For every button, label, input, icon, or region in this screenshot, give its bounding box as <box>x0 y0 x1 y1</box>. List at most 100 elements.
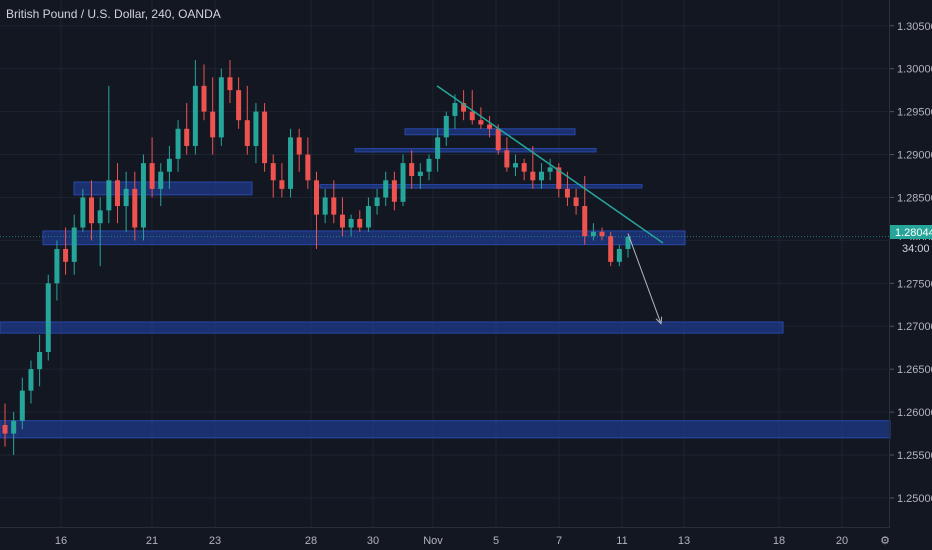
price-tick-label: 1.30500 <box>897 21 932 33</box>
candle-body <box>530 171 536 181</box>
candle-body <box>417 171 423 176</box>
price-tick-label: 1.27500 <box>897 278 932 290</box>
candle-body <box>132 188 138 228</box>
price-axis[interactable]: 1.30500 1.30000 1.29500 1.29000 1.28500 1.280… <box>890 21 932 505</box>
price-tick-label: 1.29000 <box>897 150 932 162</box>
projection-arrow-head <box>655 316 663 325</box>
candle-body <box>556 167 562 189</box>
candle-body <box>71 227 77 262</box>
candle-body <box>80 197 86 228</box>
countdown-label: 34:00 <box>902 243 930 255</box>
time-tick-label: 21 <box>146 535 158 547</box>
candle-body <box>244 120 250 146</box>
candle-body <box>201 85 207 112</box>
candle-body <box>391 180 397 202</box>
price-tick-label: 1.26500 <box>897 364 932 376</box>
candle-body <box>331 197 337 215</box>
candle-body <box>236 90 242 121</box>
candle-body <box>409 163 415 176</box>
candle-body <box>452 103 458 116</box>
candle-body <box>547 167 553 172</box>
candle-body <box>279 180 285 189</box>
candle-body <box>400 163 406 202</box>
candle-body <box>599 231 605 237</box>
price-zone <box>0 321 784 334</box>
candle-body <box>140 163 146 228</box>
candle-body <box>89 197 95 224</box>
candle-body <box>37 352 43 370</box>
time-axis-gear-icon[interactable]: ⚙ <box>880 535 890 547</box>
price-badge-box <box>890 225 932 239</box>
time-axis[interactable]: 16 21 23 28 30 Nov 5 7 11 13 18 20 ⚙ <box>55 535 890 547</box>
candle-body <box>270 163 276 181</box>
price-zone <box>319 184 643 189</box>
candle-body <box>426 158 432 172</box>
candle-body <box>114 180 120 207</box>
candle-body <box>573 197 579 207</box>
current-price-badge: 1.28044 34:00 <box>890 225 932 255</box>
chart-title: British Pound / U.S. Dollar, 240, OANDA <box>6 7 221 21</box>
candle-body <box>63 248 69 262</box>
price-zone <box>42 230 686 246</box>
price-tick-label: 1.27000 <box>897 321 932 333</box>
price-tick-label: 1.30000 <box>897 64 932 76</box>
price-tick-label: 1.28500 <box>897 192 932 204</box>
candle-body <box>443 115 449 138</box>
candle-body <box>495 128 501 151</box>
time-tick-label: 30 <box>367 535 379 547</box>
candle-body <box>487 124 493 129</box>
time-tick-label: 16 <box>55 535 67 547</box>
projection-arrow-line[interactable] <box>627 233 662 324</box>
price-tick-label: 1.25000 <box>897 493 932 505</box>
candle-body <box>149 163 155 189</box>
candle-body <box>253 111 259 146</box>
candle-body <box>54 248 60 284</box>
time-tick-label: 23 <box>209 535 221 547</box>
candle-body <box>608 236 614 262</box>
candle-body <box>582 206 588 237</box>
price-zone <box>354 148 597 153</box>
current-price-label: 1.28044 <box>895 227 932 239</box>
candle-body <box>521 163 527 172</box>
time-tick-label: 20 <box>836 535 848 547</box>
candle-body <box>175 128 181 159</box>
trendline[interactable] <box>436 85 664 244</box>
price-tick-label: 1.25500 <box>897 450 932 462</box>
candle-body <box>374 197 380 207</box>
candle-body <box>616 248 622 262</box>
candle-body <box>19 390 25 421</box>
time-tick-label: 11 <box>616 535 627 547</box>
candle-body <box>478 120 484 125</box>
candle-body <box>192 85 198 146</box>
candle-body <box>218 77 224 138</box>
candle-body <box>435 137 441 159</box>
candlesticks <box>2 60 631 456</box>
price-zone <box>0 420 891 439</box>
candle-body <box>210 111 216 138</box>
candle-body <box>314 180 319 215</box>
candle-body <box>305 154 311 181</box>
drawings <box>0 85 889 325</box>
time-tick-label: 13 <box>678 535 690 547</box>
candle-body <box>469 111 475 121</box>
time-tick-label: 7 <box>556 535 562 547</box>
candle-body <box>123 188 129 207</box>
candle-body <box>461 103 467 112</box>
candle-body <box>322 197 328 215</box>
candle-body <box>11 420 17 434</box>
candle-body <box>28 369 34 391</box>
candle-body <box>184 128 190 146</box>
candle-body <box>590 231 596 237</box>
candle-body <box>513 163 519 168</box>
candle-body <box>357 218 363 228</box>
candle-body <box>262 111 268 164</box>
time-tick-label: 18 <box>773 535 785 547</box>
candle-body <box>625 236 631 249</box>
price-tick-label: 1.29500 <box>897 107 932 119</box>
candle-body <box>166 158 172 172</box>
countdown-badge-box <box>890 240 932 255</box>
candle-body <box>365 206 371 228</box>
time-tick-label: 28 <box>305 535 317 547</box>
